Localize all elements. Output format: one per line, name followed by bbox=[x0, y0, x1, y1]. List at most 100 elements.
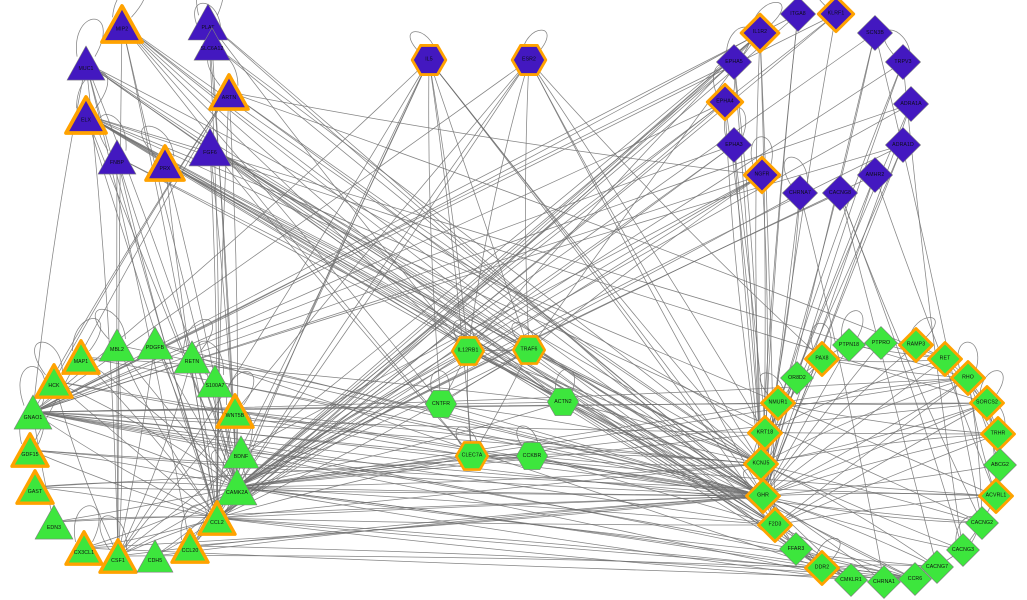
edge bbox=[236, 486, 938, 568]
edge bbox=[53, 91, 230, 382]
edge bbox=[760, 377, 969, 465]
self-loop-edge bbox=[141, 125, 175, 157]
graph-node-epha4[interactable]: EPHA4 bbox=[704, 81, 746, 123]
edge bbox=[760, 463, 938, 568]
self-loop-edge bbox=[555, 368, 575, 398]
graph-node-actn2[interactable]: ACTN2 bbox=[546, 385, 579, 418]
graph-node-traf6[interactable]: TRAF6 bbox=[510, 331, 547, 368]
edge bbox=[121, 23, 442, 405]
edge bbox=[236, 455, 533, 488]
edge bbox=[236, 61, 735, 488]
edge bbox=[762, 344, 850, 497]
edge bbox=[733, 144, 776, 526]
edge bbox=[32, 174, 763, 413]
edge bbox=[83, 486, 238, 549]
graph-node-wnt5b[interactable]: WNT5B bbox=[212, 388, 259, 435]
edge bbox=[236, 432, 766, 488]
edge bbox=[762, 402, 988, 497]
edge bbox=[85, 62, 766, 434]
edge bbox=[874, 174, 997, 497]
edge bbox=[234, 410, 762, 465]
graph-node-epha5[interactable]: EPHA5 bbox=[715, 43, 752, 80]
graph-node-chrna7[interactable]: CHRNA7 bbox=[781, 174, 818, 211]
edge bbox=[236, 101, 726, 488]
graph-node-chrna1[interactable]: CHRNA1 bbox=[866, 564, 901, 599]
graph-node-cacng8[interactable]: CACNG8 bbox=[821, 174, 858, 211]
self-loop-edge bbox=[841, 310, 864, 341]
graph-node-cmklr1[interactable]: CMKLR1 bbox=[833, 562, 868, 597]
graph-node-muc1[interactable]: MUC1 bbox=[64, 41, 107, 84]
graph-node-amhr2[interactable]: AMHR2 bbox=[856, 156, 893, 193]
graph-node-cdh5[interactable]: CDH5 bbox=[134, 535, 175, 576]
self-loop-edge bbox=[814, 538, 841, 564]
edge bbox=[428, 59, 776, 526]
self-loop-edge bbox=[34, 341, 63, 376]
edge bbox=[85, 114, 564, 403]
edge bbox=[762, 342, 882, 497]
edge bbox=[440, 403, 762, 465]
edge bbox=[774, 433, 999, 526]
graph-node-klrf1[interactable]: KLRF1 bbox=[815, 0, 857, 35]
edge bbox=[467, 350, 764, 497]
edge bbox=[53, 516, 218, 523]
graph-node-prx[interactable]: PRX bbox=[140, 138, 189, 187]
graph-node-il12rb1[interactable]: IL12RB1 bbox=[449, 332, 486, 369]
edge bbox=[216, 495, 764, 519]
graph-node-il5[interactable]: IL5 bbox=[409, 40, 449, 80]
edge bbox=[116, 344, 123, 557]
edge bbox=[32, 62, 87, 413]
graph-node-ptpro[interactable]: PTPRO bbox=[863, 325, 898, 360]
edge bbox=[528, 349, 823, 569]
edge bbox=[525, 59, 530, 351]
edge bbox=[236, 59, 430, 488]
graph-node-fgf6[interactable]: FGF6 bbox=[186, 123, 233, 170]
edge bbox=[562, 401, 762, 465]
graph-node-trpv3[interactable]: TRPV3 bbox=[884, 43, 921, 80]
edge bbox=[53, 380, 119, 557]
edge bbox=[528, 59, 766, 434]
edge bbox=[83, 495, 764, 549]
graph-node-adra1a[interactable]: ADRA1A bbox=[892, 85, 929, 122]
graph-node-ccr6[interactable]: CCR6 bbox=[897, 561, 932, 596]
graph-node-elx[interactable]: ELX bbox=[60, 89, 112, 141]
edge bbox=[80, 356, 564, 403]
edge bbox=[762, 174, 876, 497]
graph-node-fnbp[interactable]: FNBP bbox=[95, 135, 138, 178]
edge bbox=[839, 192, 964, 551]
edge bbox=[34, 486, 764, 497]
graph-node-esr2[interactable]: ESR2 bbox=[509, 40, 549, 80]
graph-node-itga8[interactable]: ITGA8 bbox=[779, 0, 816, 33]
edge bbox=[967, 377, 983, 524]
self-loop-edge bbox=[72, 318, 102, 352]
self-loop-edge bbox=[183, 319, 213, 352]
graph-node-slc6a12[interactable]: SLC6A12 bbox=[191, 23, 232, 64]
edge bbox=[733, 61, 762, 465]
edge bbox=[32, 144, 735, 413]
edge bbox=[777, 377, 969, 404]
edge bbox=[32, 103, 912, 413]
edge bbox=[53, 380, 473, 457]
graph-node-cckbr[interactable]: CCKBR bbox=[515, 439, 548, 472]
edge bbox=[191, 356, 218, 519]
edge bbox=[80, 356, 218, 519]
edge bbox=[211, 43, 762, 465]
edge bbox=[116, 344, 218, 519]
edge bbox=[531, 455, 776, 526]
edge bbox=[236, 402, 779, 488]
edge bbox=[467, 350, 762, 465]
graph-node-ngfr[interactable]: NGFR bbox=[741, 154, 783, 196]
edge bbox=[83, 517, 218, 549]
edge bbox=[116, 156, 238, 488]
graph-node-artn[interactable]: ARTN bbox=[204, 67, 253, 116]
edge bbox=[29, 449, 238, 488]
edge bbox=[228, 91, 946, 360]
graph-node-pdgfb[interactable]: PDGFB bbox=[134, 322, 175, 363]
graph-node-cntfr[interactable]: CNTFR bbox=[424, 387, 457, 420]
edge bbox=[32, 411, 776, 526]
edge bbox=[762, 495, 938, 568]
edge bbox=[762, 358, 823, 497]
edge bbox=[236, 13, 837, 488]
graph-node-clec7a[interactable]: CLEC7A bbox=[453, 437, 490, 474]
